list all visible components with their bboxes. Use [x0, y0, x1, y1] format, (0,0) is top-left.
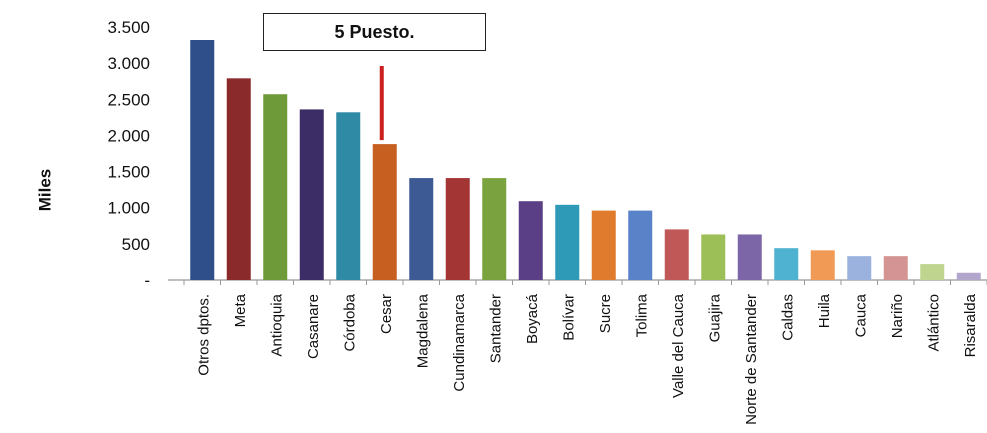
x-tick-label: Casanare	[305, 294, 322, 359]
bar	[555, 204, 580, 280]
bar	[226, 78, 251, 280]
y-tick-label: 3.000	[107, 54, 150, 73]
y-tick-label: 1.000	[107, 199, 150, 218]
x-tick-label: Cundinamarca	[451, 293, 468, 391]
x-tick-label: Caldas	[779, 294, 796, 341]
x-tick-label: Cesar	[378, 294, 395, 334]
bar	[299, 109, 324, 280]
x-tick-label: Bolívar	[560, 294, 577, 341]
x-tick-label: Otros dptos.	[195, 294, 212, 376]
y-tick-label: 3.500	[107, 18, 150, 37]
bar	[664, 229, 689, 280]
x-tick-label: Guajira	[706, 293, 723, 342]
bar	[920, 264, 945, 280]
bar	[336, 112, 361, 280]
x-tick-label: Sucre	[597, 294, 614, 333]
x-tick-label: Nariño	[889, 294, 906, 338]
y-tick-label: -	[144, 271, 150, 290]
bar	[409, 178, 434, 280]
bar	[263, 94, 288, 281]
bar	[445, 178, 470, 280]
bar	[372, 144, 397, 280]
bar	[956, 272, 981, 280]
bar	[591, 210, 616, 280]
bar	[847, 256, 872, 280]
x-tick-label: Córdoba	[341, 293, 358, 351]
bar	[482, 178, 507, 280]
x-tick-label: Meta	[232, 293, 249, 327]
x-tick-label: Risaralda	[962, 293, 979, 357]
bar	[883, 256, 908, 280]
bar	[190, 40, 215, 280]
x-tick-label: Huila	[816, 293, 833, 328]
x-tick-label: Antioquia	[268, 293, 285, 356]
y-tick-label: 1.500	[107, 163, 150, 182]
y-tick-label: 2.500	[107, 90, 150, 109]
x-tick-label: Tolima	[633, 293, 650, 337]
x-tick-label: Valle del Cauca	[670, 293, 687, 398]
bar	[701, 234, 726, 280]
bar	[628, 210, 653, 280]
bar	[518, 201, 543, 280]
x-tick-label: Santander	[487, 294, 504, 363]
x-tick-label: Norte de Santander	[743, 294, 760, 425]
y-tick-label: 500	[122, 235, 150, 254]
y-tick-label: 2.000	[107, 126, 150, 145]
bar	[737, 234, 762, 280]
x-tick-label: Cauca	[852, 293, 869, 337]
x-tick-label: Boyacá	[524, 293, 541, 344]
x-tick-label: Atlántico	[925, 294, 942, 352]
x-tick-label: Magdalena	[414, 293, 431, 368]
bar	[810, 250, 835, 280]
annotation-box: 5 Puesto.	[263, 13, 486, 51]
bar	[774, 248, 799, 280]
